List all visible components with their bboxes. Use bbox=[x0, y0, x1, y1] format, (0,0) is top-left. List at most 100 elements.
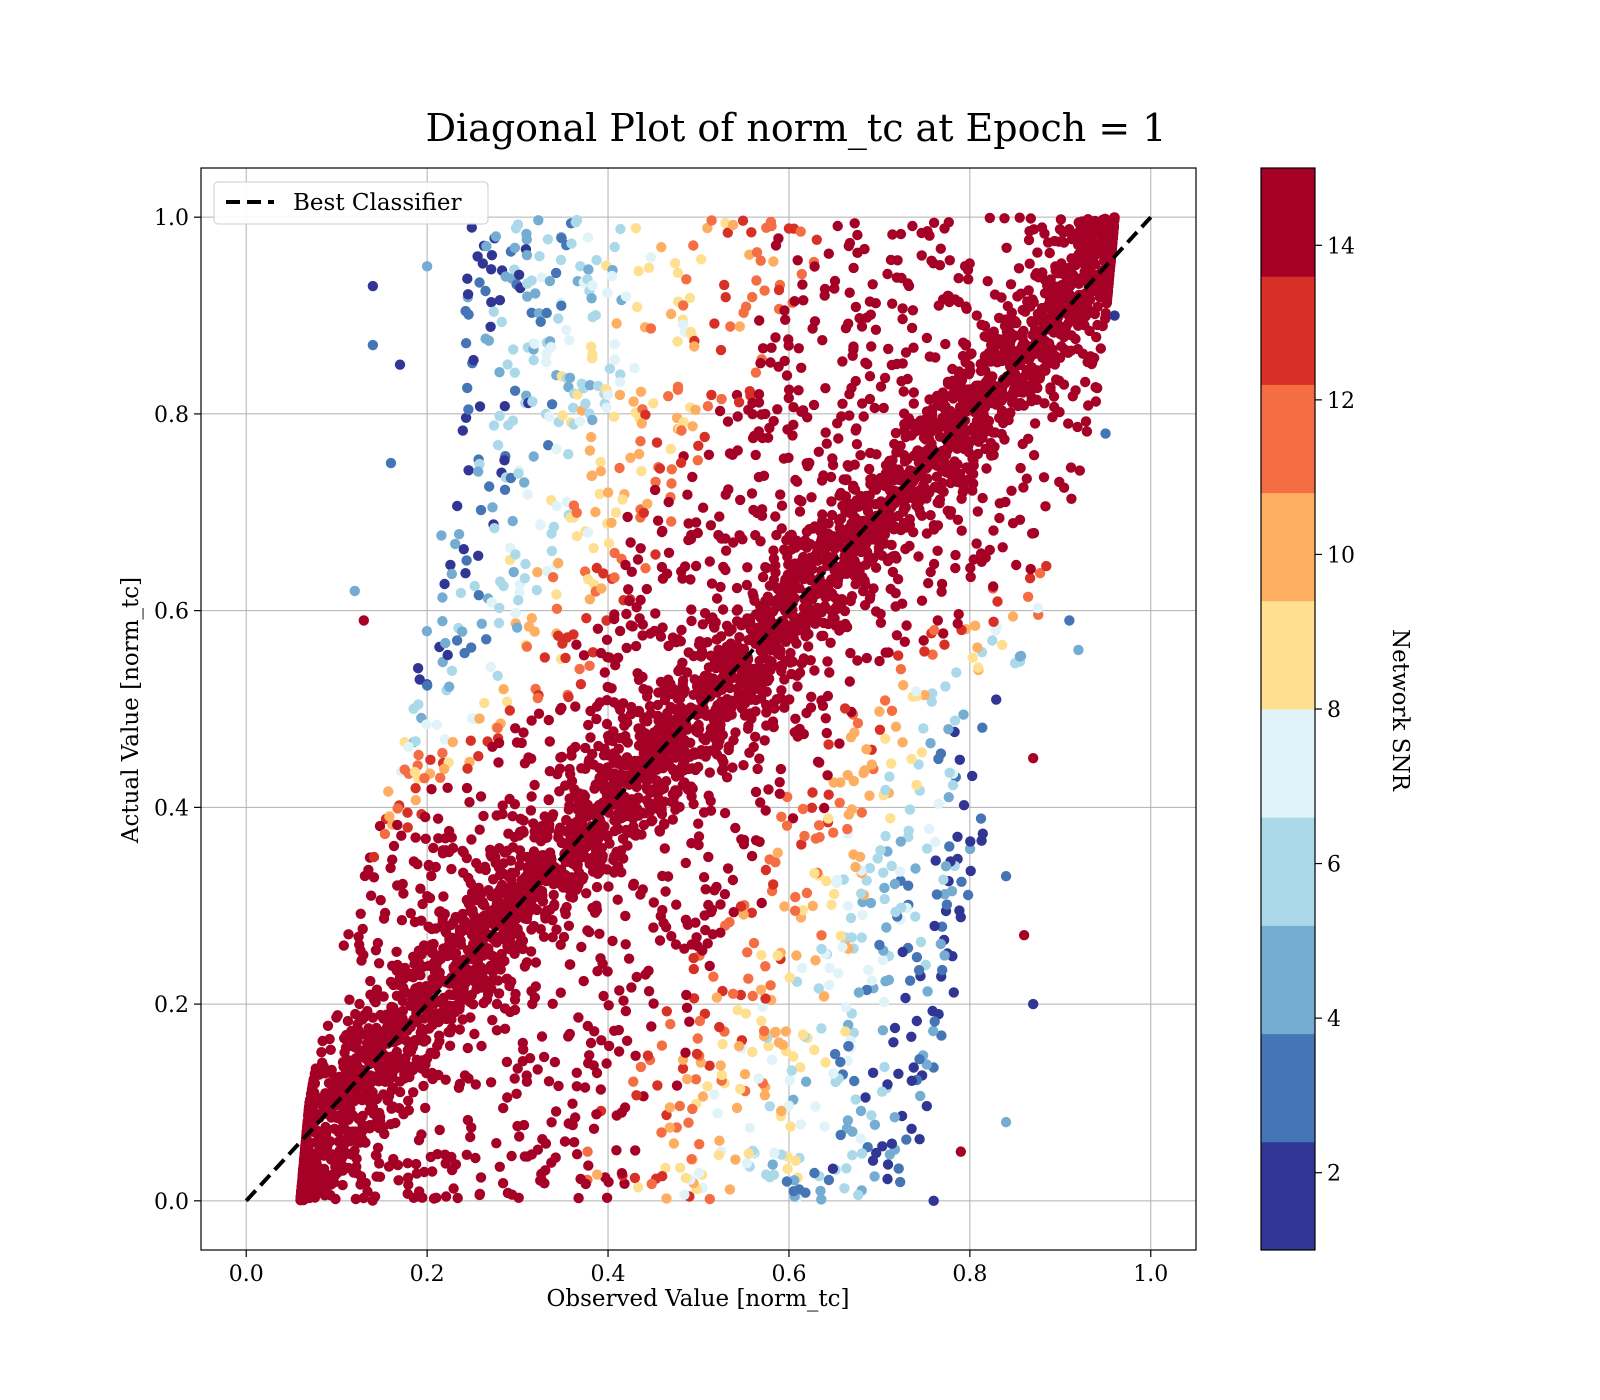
scatter-point bbox=[451, 635, 463, 646]
scatter-point bbox=[510, 549, 521, 560]
scatter-point bbox=[795, 1062, 806, 1073]
scatter-point bbox=[544, 736, 555, 747]
scatter-point bbox=[1054, 476, 1065, 488]
scatter-point bbox=[781, 1176, 793, 1187]
scatter-point bbox=[875, 381, 887, 392]
scatter-point bbox=[446, 1022, 458, 1034]
scatter-point bbox=[421, 719, 432, 730]
scatter-point bbox=[564, 372, 576, 383]
scatter-point bbox=[738, 760, 749, 771]
scatter-point bbox=[1083, 400, 1094, 411]
scatter-point bbox=[853, 1189, 864, 1201]
scatter-point bbox=[796, 362, 807, 373]
scatter-point bbox=[770, 511, 781, 522]
scatter-point bbox=[480, 864, 491, 876]
scatter-point bbox=[450, 538, 461, 550]
scatter-point bbox=[898, 386, 909, 397]
scatter-point bbox=[584, 594, 595, 605]
scatter-point bbox=[731, 582, 743, 594]
scatter-point bbox=[936, 921, 948, 932]
scatter-point bbox=[446, 568, 457, 580]
scatter-point bbox=[887, 229, 898, 240]
scatter-point bbox=[856, 321, 868, 332]
scatter-point bbox=[532, 692, 543, 704]
scatter-point bbox=[459, 1070, 471, 1081]
scatter-point bbox=[700, 884, 711, 895]
scatter-point bbox=[629, 1172, 641, 1184]
scatter-point bbox=[440, 1158, 451, 1169]
scatter-point bbox=[422, 680, 433, 691]
scatter-point bbox=[665, 443, 676, 455]
scatter-point bbox=[582, 1020, 593, 1032]
scatter-point bbox=[728, 735, 739, 746]
scatter-point bbox=[862, 359, 873, 370]
scatter-point bbox=[368, 872, 380, 883]
scatter-point bbox=[631, 602, 642, 613]
scatter-point bbox=[650, 476, 661, 487]
scatter-point bbox=[833, 433, 844, 444]
scatter-point bbox=[481, 634, 492, 645]
scatter-point bbox=[764, 422, 775, 434]
scatter-point bbox=[793, 385, 804, 396]
scatter-point bbox=[499, 455, 510, 466]
scatter-point bbox=[704, 1193, 715, 1205]
scatter-point bbox=[581, 613, 592, 624]
scatter-point bbox=[736, 620, 747, 631]
scatter-point bbox=[569, 1137, 580, 1148]
scatter-point bbox=[792, 255, 803, 266]
scatter-point bbox=[646, 1178, 657, 1190]
scatter-point bbox=[499, 484, 511, 495]
scatter-point bbox=[519, 573, 530, 584]
scatter-point bbox=[602, 966, 613, 977]
scatter-point bbox=[590, 310, 601, 321]
scatter-point bbox=[630, 640, 642, 652]
scatter-point bbox=[581, 888, 592, 899]
scatter-point bbox=[626, 566, 637, 577]
scatter-point bbox=[901, 620, 912, 631]
scatter-point bbox=[690, 560, 702, 572]
scatter-point bbox=[681, 274, 692, 285]
scatter-point bbox=[761, 1169, 772, 1180]
scatter-point bbox=[819, 802, 830, 814]
scatter-point bbox=[687, 421, 698, 432]
scatter-point bbox=[954, 754, 965, 765]
scatter-point bbox=[744, 1122, 756, 1134]
scatter-point bbox=[791, 950, 802, 961]
scatter-point bbox=[929, 625, 940, 636]
scatter-point bbox=[953, 273, 964, 284]
scatter-point bbox=[622, 737, 633, 748]
scatter-point bbox=[852, 655, 863, 666]
scatter-point bbox=[856, 807, 867, 818]
scatter-point bbox=[748, 937, 760, 949]
scatter-point bbox=[820, 1057, 831, 1068]
scatter-point bbox=[643, 986, 655, 997]
scatter-point bbox=[534, 251, 545, 262]
scatter-point bbox=[874, 655, 885, 667]
scatter-point bbox=[702, 1081, 713, 1092]
scatter-point bbox=[620, 910, 631, 922]
scatter-point bbox=[719, 807, 731, 819]
scatter-point bbox=[942, 505, 953, 516]
scatter-point bbox=[968, 554, 979, 565]
scatter-point bbox=[878, 867, 889, 878]
scatter-point bbox=[538, 1051, 550, 1063]
scatter-point bbox=[725, 321, 736, 332]
scatter-point bbox=[746, 850, 758, 862]
scatter-point bbox=[484, 481, 495, 492]
scatter-point bbox=[591, 254, 602, 266]
scatter-point bbox=[702, 637, 713, 648]
scatter-point bbox=[691, 1048, 703, 1060]
scatter-point bbox=[765, 980, 776, 991]
scatter-point bbox=[916, 595, 928, 606]
scatter-point bbox=[763, 1040, 774, 1052]
scatter-point bbox=[1014, 212, 1025, 223]
scatter-point bbox=[485, 661, 496, 673]
scatter-point bbox=[606, 270, 618, 282]
scatter-point bbox=[664, 1102, 676, 1113]
scatter-point bbox=[437, 616, 448, 627]
scatter-point bbox=[994, 498, 1005, 509]
scatter-point bbox=[925, 566, 936, 578]
scatter-point bbox=[864, 463, 875, 475]
scatter-point bbox=[867, 1067, 879, 1079]
scatter-point bbox=[385, 862, 396, 874]
